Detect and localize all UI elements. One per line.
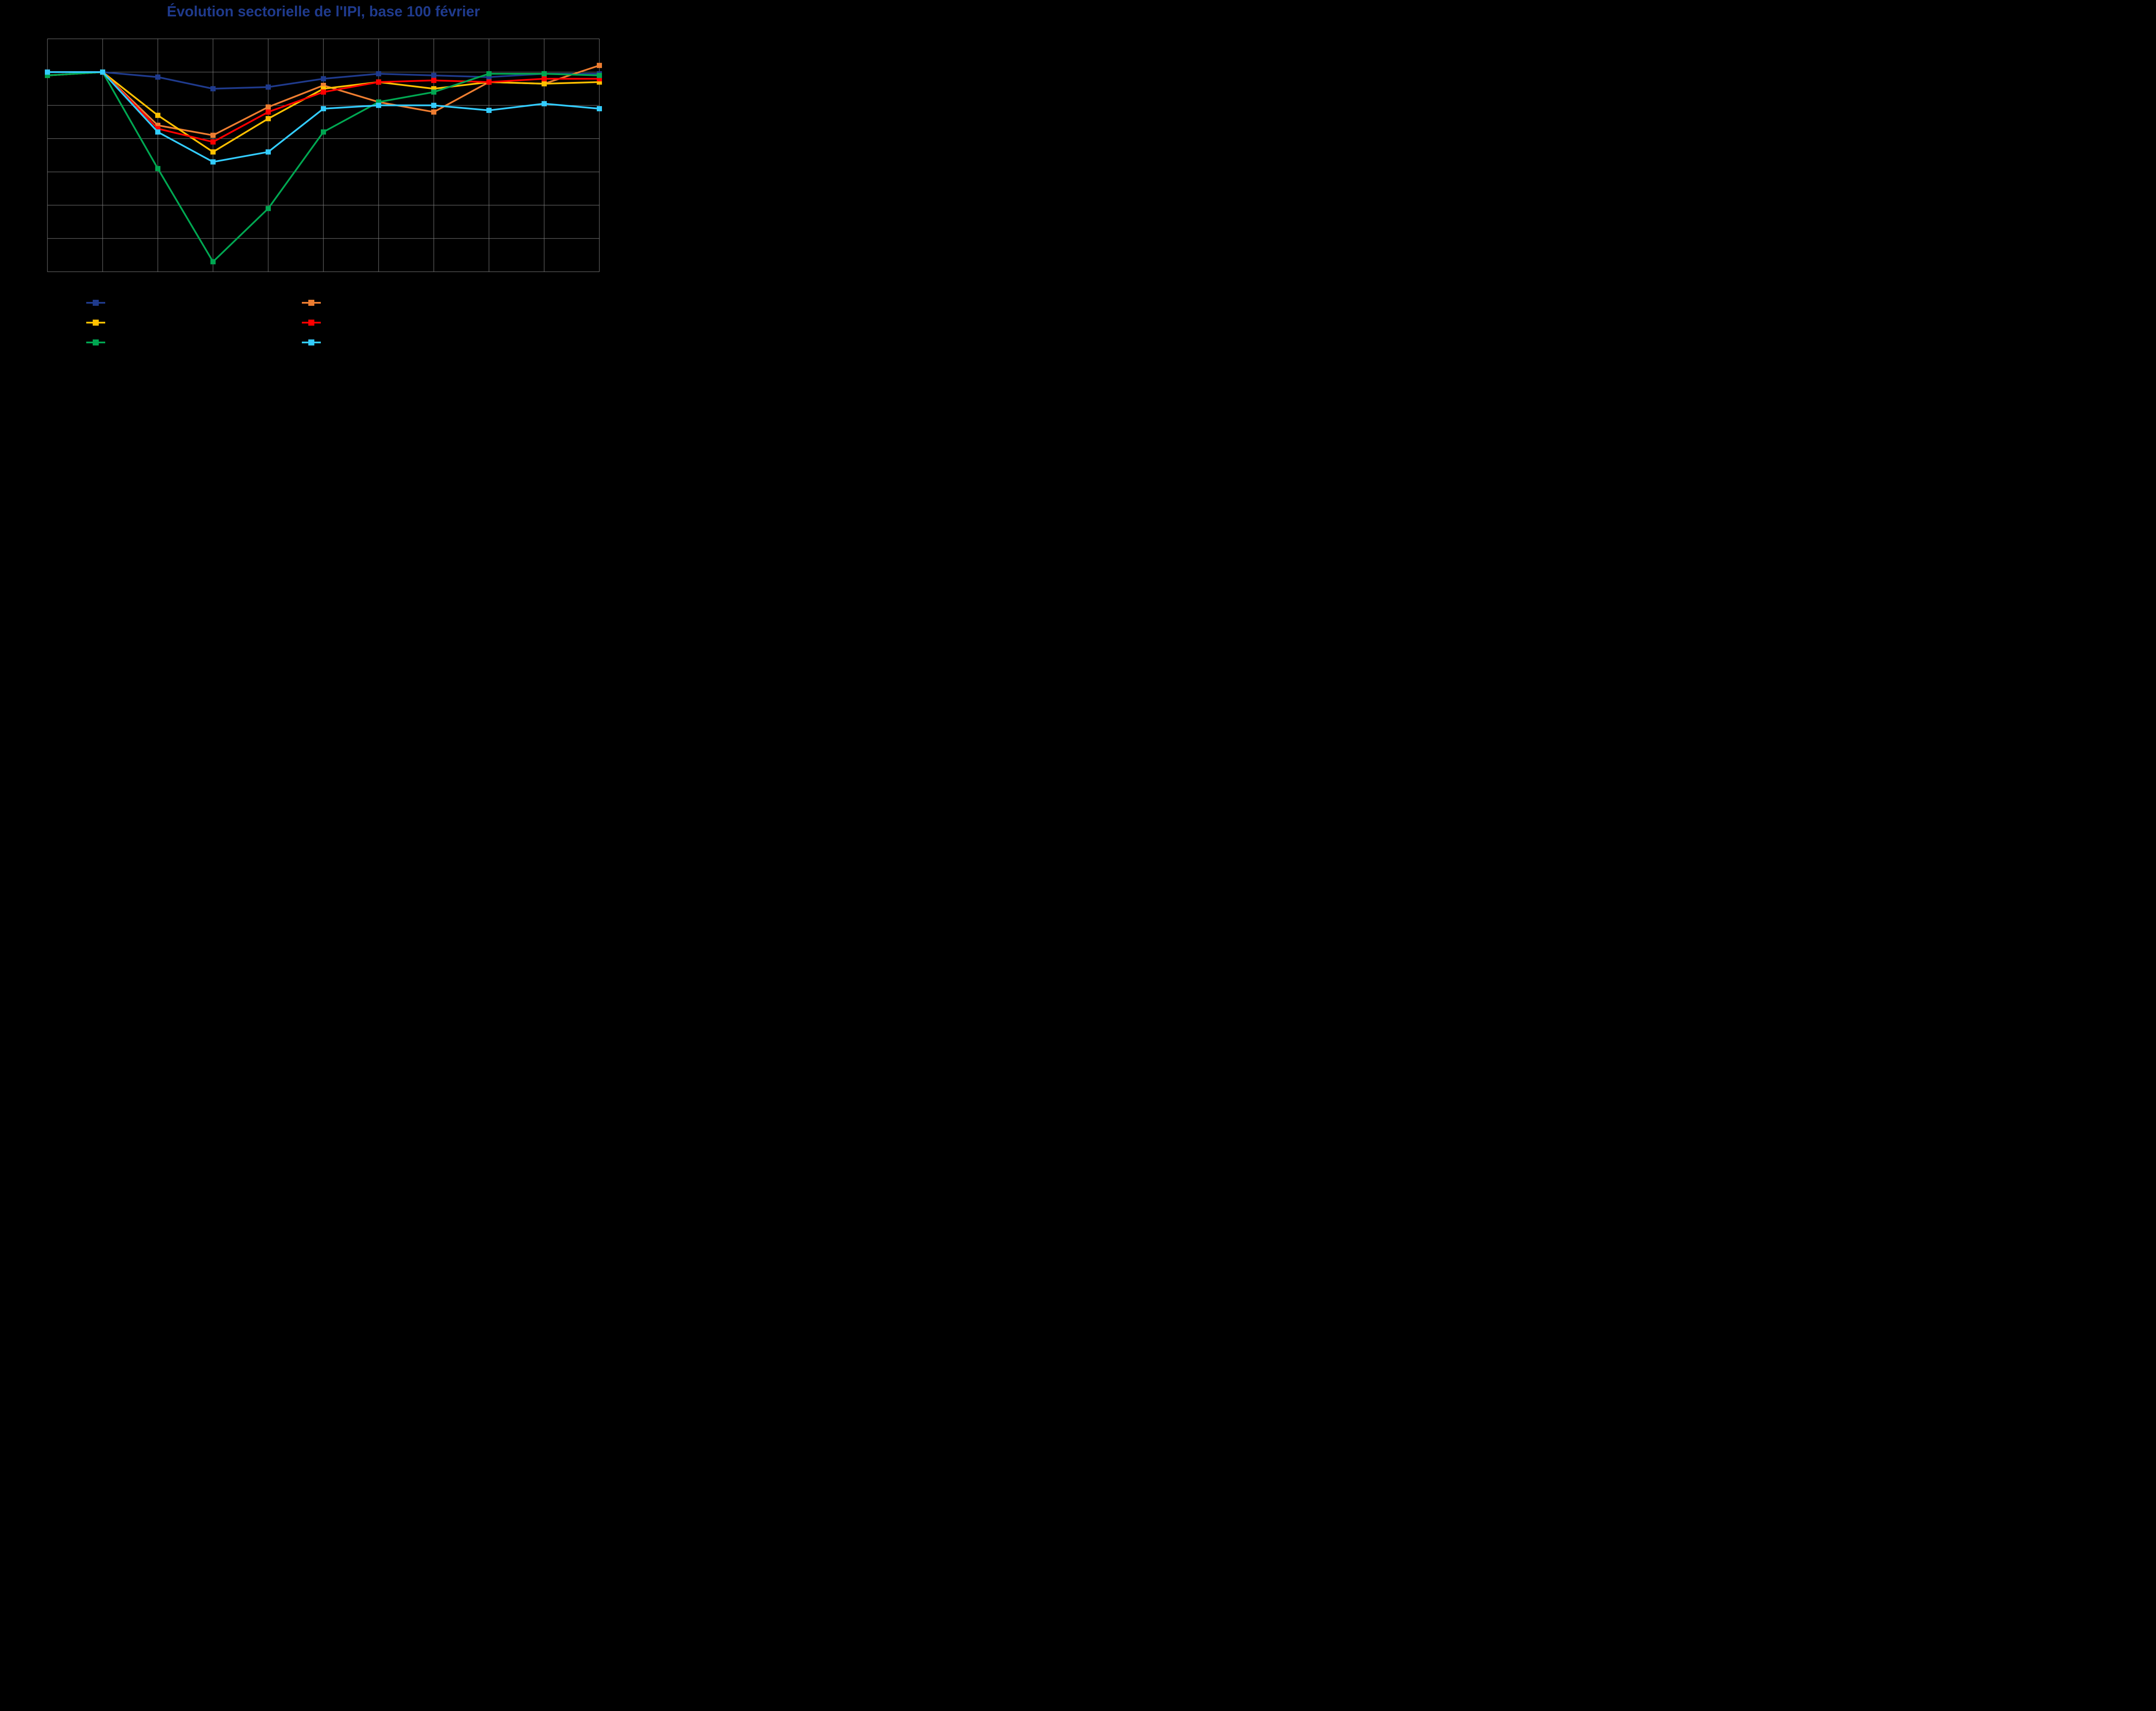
- series-marker: [266, 149, 271, 154]
- series-marker: [542, 76, 547, 82]
- series-marker: [210, 133, 216, 138]
- x-tick-label: Novembre: [580, 276, 619, 286]
- series-marker: [321, 129, 326, 135]
- x-tick-label: Août: [425, 276, 443, 286]
- legend-label: Raffinage: [327, 298, 367, 308]
- x-tick-label: Septembre: [468, 276, 510, 286]
- x-tick-label: Avril: [205, 276, 222, 286]
- series-marker: [431, 73, 436, 78]
- legend-label: Industrie: [327, 317, 363, 328]
- series-marker: [266, 206, 271, 211]
- x-tick-label: Janvier: [34, 276, 62, 286]
- series-marker: [597, 63, 602, 68]
- series-marker: [431, 103, 436, 108]
- legend-item: Bien d'équipement: [86, 317, 190, 328]
- series-marker: [210, 159, 216, 164]
- series-marker: [542, 71, 547, 76]
- series-marker: [431, 110, 436, 115]
- legend-swatch-marker: [93, 339, 99, 345]
- series-marker: [155, 129, 160, 135]
- series-marker: [100, 69, 105, 75]
- series-marker: [210, 149, 216, 154]
- series-marker: [376, 71, 381, 76]
- legend-swatch-marker: [93, 300, 99, 306]
- x-tick-label: Mars: [148, 276, 167, 286]
- series-marker: [376, 103, 381, 108]
- series-marker: [486, 108, 492, 113]
- legend-item: Industrie: [302, 317, 363, 328]
- series-marker: [155, 166, 160, 171]
- series-marker: [210, 259, 216, 264]
- series-marker: [210, 139, 216, 144]
- series-marker: [45, 69, 50, 75]
- series-marker: [376, 79, 381, 85]
- series-marker: [486, 71, 492, 76]
- series-marker: [542, 101, 547, 106]
- series-marker: [431, 89, 436, 94]
- y-tick-label: 60: [31, 201, 41, 210]
- x-tick-label: Juin: [316, 276, 332, 286]
- series-marker: [597, 73, 602, 78]
- series-marker: [266, 104, 271, 110]
- y-tick-label: 90: [31, 101, 41, 110]
- legend-item: Matériel de transport: [86, 337, 198, 348]
- line-chart: 40 50 60 70 80 90 100 110 Janvier Février Mars Avri…: [0, 0, 647, 421]
- series-marker: [321, 106, 326, 111]
- legend-label: Matériel de transport: [111, 337, 198, 348]
- legend-swatch-marker: [93, 320, 99, 326]
- legend-swatch-marker: [308, 339, 314, 345]
- legend-label: Autres: [327, 337, 354, 348]
- series-marker: [321, 76, 326, 82]
- series-marker: [266, 116, 271, 121]
- y-tick-label: 110: [27, 35, 41, 44]
- legend-item: Raffinage: [302, 298, 367, 308]
- series-marker: [486, 79, 492, 85]
- legend-swatch-marker: [308, 300, 314, 306]
- legend-item: IAA: [86, 298, 127, 308]
- y-tick-label: 70: [31, 168, 41, 177]
- legend-item: Autres: [302, 337, 354, 348]
- series-marker: [266, 85, 271, 90]
- y-tick-label: 50: [31, 234, 41, 244]
- x-tick-label: Février: [89, 276, 116, 286]
- series-marker: [155, 113, 160, 118]
- chart-container: Évolution sectorielle de l'IPI, base 100…: [0, 0, 647, 421]
- y-tick-label: 80: [31, 134, 41, 144]
- x-tick-label: Mai: [261, 276, 275, 286]
- series-marker: [597, 106, 602, 111]
- legend-label: Bien d'équipement: [111, 317, 190, 328]
- legend-label: IAA: [111, 298, 127, 308]
- y-tick-label: 100: [26, 68, 41, 77]
- series-marker: [542, 81, 547, 86]
- x-tick-label: Juillet: [367, 276, 390, 286]
- x-tick-label: Octobre: [529, 276, 559, 286]
- chart-title: Évolution sectorielle de l'IPI, base 100…: [0, 3, 647, 20]
- series-marker: [321, 89, 326, 94]
- series-marker: [155, 75, 160, 80]
- legend-swatch-marker: [308, 320, 314, 326]
- series-marker: [210, 86, 216, 91]
- y-tick-label: 40: [31, 267, 41, 277]
- series-marker: [431, 78, 436, 83]
- series-marker: [266, 110, 271, 115]
